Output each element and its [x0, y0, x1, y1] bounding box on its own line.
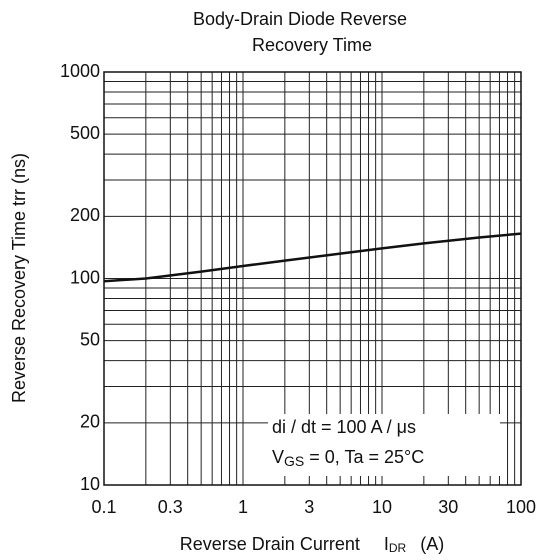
annotation: di / dt = 100 A / μs — [272, 417, 416, 437]
chart-title: Recovery Time — [252, 35, 372, 55]
x-tick-label: 0.3 — [158, 497, 183, 517]
annotation-text: = 0, Ta = 25°C — [304, 447, 424, 467]
annotation-box — [268, 414, 500, 476]
x-axis-label: Reverse Drain Current IDR (A) — [180, 534, 444, 555]
annotation: VGS = 0, Ta = 25°C — [272, 447, 424, 469]
y-tick-label: 10 — [80, 474, 100, 494]
y-tick-label: 20 — [80, 412, 100, 432]
y-tick-label: 100 — [70, 267, 100, 287]
plot-frame — [103, 71, 522, 486]
x-tick-label: 0.1 — [91, 497, 116, 517]
y-tick-label: 500 — [70, 123, 100, 143]
y-tick-label: 200 — [70, 205, 100, 225]
y-tick-label: 50 — [80, 329, 100, 349]
x-tick-label: 1 — [238, 497, 248, 517]
x-tick-label: 3 — [304, 497, 314, 517]
x-tick-label: 30 — [438, 497, 458, 517]
annotation-symbol: V — [272, 447, 284, 467]
chart-title: Body-Drain Diode Reverse — [193, 9, 407, 29]
x-tick-label: 100 — [506, 497, 536, 517]
x-tick-label: 10 — [372, 497, 392, 517]
y-axis-label: Reverse Recovery Time trr (ns) — [9, 153, 29, 403]
line — [103, 232, 522, 283]
y-tick-label: 1000 — [60, 61, 100, 81]
annotation-sub: GS — [284, 453, 304, 469]
